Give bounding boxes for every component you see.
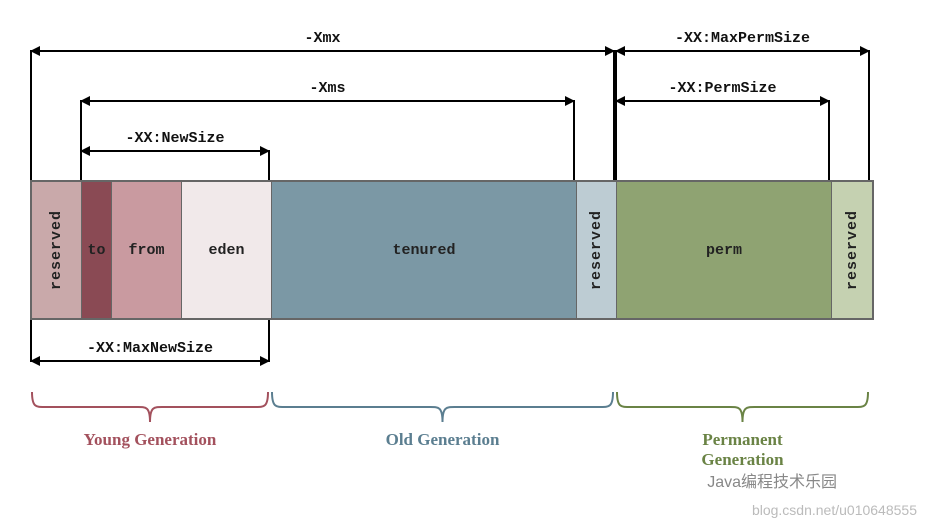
dim-maxperm: -XX:MaxPermSize <box>615 50 870 52</box>
dim-xmx: -Xmx <box>30 50 615 52</box>
segment-res3: reserved <box>832 182 872 318</box>
segment-label-res3: reserved <box>844 210 861 290</box>
tick-left <box>615 100 617 180</box>
dim-line <box>80 100 575 102</box>
dim-label-xmx: -Xmx <box>304 30 340 47</box>
dim-label-xms: -Xms <box>309 80 345 97</box>
memory-segments: reserved to from eden tenured reserved perm res… <box>30 180 874 320</box>
gen-label-young: Young Generation <box>30 430 270 450</box>
dim-label-maxnewsize: -XX:MaxNewSize <box>87 340 213 357</box>
segment-label-res2: reserved <box>588 210 605 290</box>
dim-line <box>615 100 830 102</box>
tick-right <box>828 100 830 180</box>
tick-right <box>268 150 270 180</box>
dim-line <box>615 50 870 52</box>
gen-label-old: Old Generation <box>270 430 615 450</box>
segment-tenured: tenured <box>272 182 577 318</box>
dim-line <box>30 360 270 362</box>
dim-line <box>30 50 615 52</box>
tick-left <box>30 320 32 360</box>
dim-permsize: -XX:PermSize <box>615 100 830 102</box>
tick-right <box>268 320 270 360</box>
segment-eden: eden <box>182 182 272 318</box>
tick-right <box>868 50 870 180</box>
dim-label-maxperm: -XX:MaxPermSize <box>675 30 810 47</box>
segment-label-res1: reserved <box>48 210 65 290</box>
segment-perm: perm <box>617 182 832 318</box>
segment-label-to: to <box>87 242 105 259</box>
brace-old <box>270 392 615 422</box>
brace-young <box>30 392 270 422</box>
segment-label-perm: perm <box>706 242 742 259</box>
segment-label-eden: eden <box>208 242 244 259</box>
segment-label-tenured: tenured <box>392 242 455 259</box>
segment-label-from: from <box>128 242 164 259</box>
segment-res1: reserved <box>32 182 82 318</box>
dim-newsize: -XX:NewSize <box>80 150 270 152</box>
dim-label-newsize: -XX:NewSize <box>125 130 224 147</box>
gen-label-perm: PermanentGeneration <box>615 430 870 470</box>
segment-res2: reserved <box>577 182 617 318</box>
dim-maxnewsize: -XX:MaxNewSize <box>30 360 270 362</box>
tick-right <box>573 100 575 180</box>
tick-left <box>30 50 32 180</box>
dim-line <box>80 150 270 152</box>
segment-to: to <box>82 182 112 318</box>
dim-xms: -Xms <box>80 100 575 102</box>
tick-left <box>80 150 82 180</box>
watermark-csdn: blog.csdn.net/u010648555 <box>752 502 917 518</box>
segment-from: from <box>112 182 182 318</box>
brace-perm <box>615 392 870 422</box>
dim-label-permsize: -XX:PermSize <box>668 80 776 97</box>
